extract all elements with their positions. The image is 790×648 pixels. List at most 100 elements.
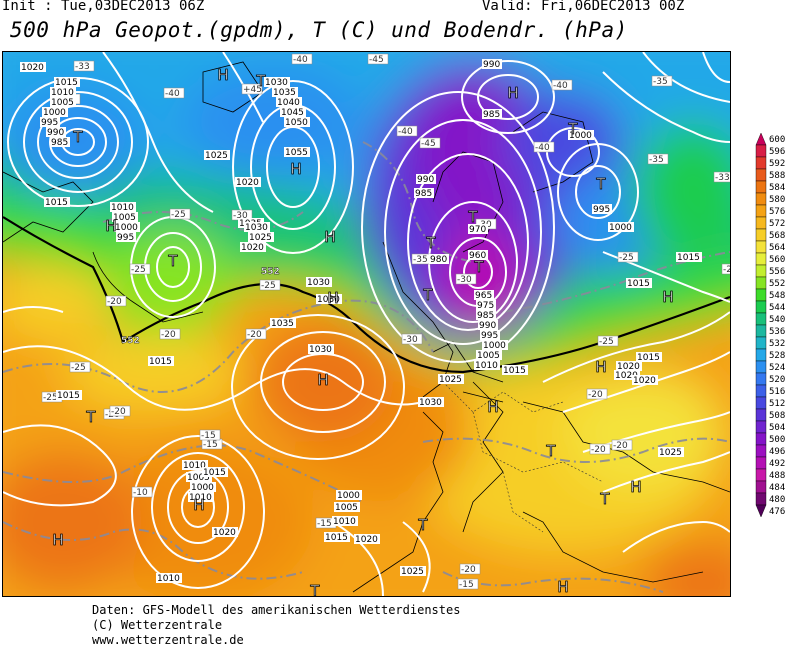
isobar-label: 1020 (617, 362, 640, 372)
isobar-label-bg (56, 390, 82, 400)
isobar-label-bg (308, 344, 334, 354)
contour-552 (3, 216, 730, 374)
temperature-label-bg (459, 563, 481, 575)
temperature-label: -15 (203, 440, 218, 450)
isobar-label: 985 (51, 138, 68, 148)
color-scale-label: 524 (769, 363, 785, 373)
isobar-label-bg (400, 566, 426, 576)
low-pressure-marker: T (567, 120, 578, 138)
temperature-label-bg (713, 171, 730, 183)
isobar-label: 1010 (157, 574, 180, 584)
temperature-label: -25 (619, 253, 634, 263)
high-pressure-marker: H (217, 66, 228, 84)
temperature-label-bg (611, 439, 633, 451)
isobar-label: 1040 (277, 98, 300, 108)
color-scale-swatch (755, 133, 767, 146)
isobar-label: 1020 (241, 243, 264, 253)
low-pressure-marker: T (255, 72, 266, 90)
isobar-label-bg (276, 97, 302, 107)
isobar-label: 1015 (637, 353, 660, 363)
color-scale-label: 580 (769, 195, 785, 205)
temperature-label-bg (169, 208, 191, 220)
isobar-label-bg (608, 222, 634, 232)
low-pressure-marker: T (545, 442, 556, 460)
color-scale-label: 520 (769, 375, 785, 385)
color-scale-swatch (755, 408, 767, 422)
isobar-label: 1025 (659, 448, 682, 458)
isobar-label: 1015 (55, 78, 78, 88)
isobar-label-bg (306, 277, 332, 287)
isobar-label: 1005 (51, 98, 74, 108)
footer-website: www.wetterzentrale.de (92, 633, 244, 647)
temperature-label: -20 (107, 297, 122, 307)
isobar-label-bg (284, 117, 310, 127)
isobar-label: 1030 (419, 398, 442, 408)
isobar-label: 1010 (183, 461, 206, 471)
isobar-label-bg (204, 150, 230, 160)
color-scale-label: 600 (769, 135, 785, 145)
temperature-label-bg (199, 429, 221, 441)
temperature-label-bg (647, 153, 669, 165)
low-pressure-marker: T (309, 582, 320, 596)
color-scale-swatch (755, 324, 767, 338)
isobar-label: 1000 (569, 131, 592, 141)
color-scale-swatch (755, 276, 767, 290)
high-pressure-marker: H (290, 160, 301, 178)
isobar-label: 985 (415, 189, 432, 199)
color-scale-label: 544 (769, 303, 785, 313)
temperature-label-bg (109, 405, 131, 417)
isobar-label-bg (54, 77, 80, 87)
isobar-label: 1010 (111, 203, 134, 213)
isobar-label-bg (42, 107, 68, 117)
temperature-label: -25 (131, 265, 146, 275)
low-pressure-marker: T (595, 175, 606, 193)
temperature-label: -20 (723, 265, 730, 275)
high-pressure-marker: H (105, 217, 116, 235)
color-scale-swatch (755, 504, 767, 518)
color-scale-label: 564 (769, 243, 785, 253)
low-pressure-marker: T (85, 408, 96, 426)
color-scale-swatch (755, 228, 767, 242)
isobar-label-bg (476, 300, 496, 310)
isobar-label-bg (212, 527, 238, 537)
color-scale-swatch (755, 456, 767, 470)
temperature-label-bg (401, 333, 423, 345)
high-pressure-marker: H (507, 84, 518, 102)
isobar-label-bg (416, 174, 436, 184)
chart-title: 500 hPa Geopot.(gpdm), T (C) und Bodendr… (10, 18, 628, 42)
isobar-label-bg (414, 188, 434, 198)
temperature-label: -35 (653, 77, 668, 87)
isobar-label: 1030 (307, 278, 330, 288)
color-scale-label: 516 (769, 387, 785, 397)
temperature-label: -20 (588, 390, 603, 400)
color-scale-swatch (755, 432, 767, 446)
temperature-label-bg (105, 295, 127, 307)
low-pressure-marker: T (417, 516, 428, 534)
color-scale-swatch (755, 384, 767, 398)
color-scale-label: 568 (769, 231, 785, 241)
isobar-label: 985 (477, 311, 494, 321)
high-pressure-marker: H (193, 496, 204, 514)
isobar-label-bg (50, 137, 70, 147)
temperature-label-bg (69, 361, 91, 373)
isobar-label-bg (482, 109, 502, 119)
isobar-label: 1005 (477, 351, 500, 361)
color-scale-swatch (755, 144, 767, 158)
isobar-label-bg (264, 77, 290, 87)
isobar-label-bg (110, 202, 136, 212)
isobar-label-bg (438, 374, 464, 384)
isobar-label: 1020 (615, 371, 638, 381)
color-scale-swatch (755, 180, 767, 194)
isobar-label: 995 (41, 118, 58, 128)
color-scale-swatch (755, 240, 767, 254)
temperature-label-bg (245, 328, 267, 340)
temperature-label: -20 (461, 565, 476, 575)
isobar-label: 1015 (57, 391, 80, 401)
temperature-label: -25 (599, 337, 614, 347)
temperature-label: -35 (649, 155, 664, 165)
isobar-label-bg (280, 107, 306, 117)
isobar-label-bg (148, 356, 174, 366)
temperature-label-bg (651, 75, 673, 87)
isobar-label: 1020 (236, 178, 259, 188)
isobar-label: 1000 (115, 223, 138, 233)
